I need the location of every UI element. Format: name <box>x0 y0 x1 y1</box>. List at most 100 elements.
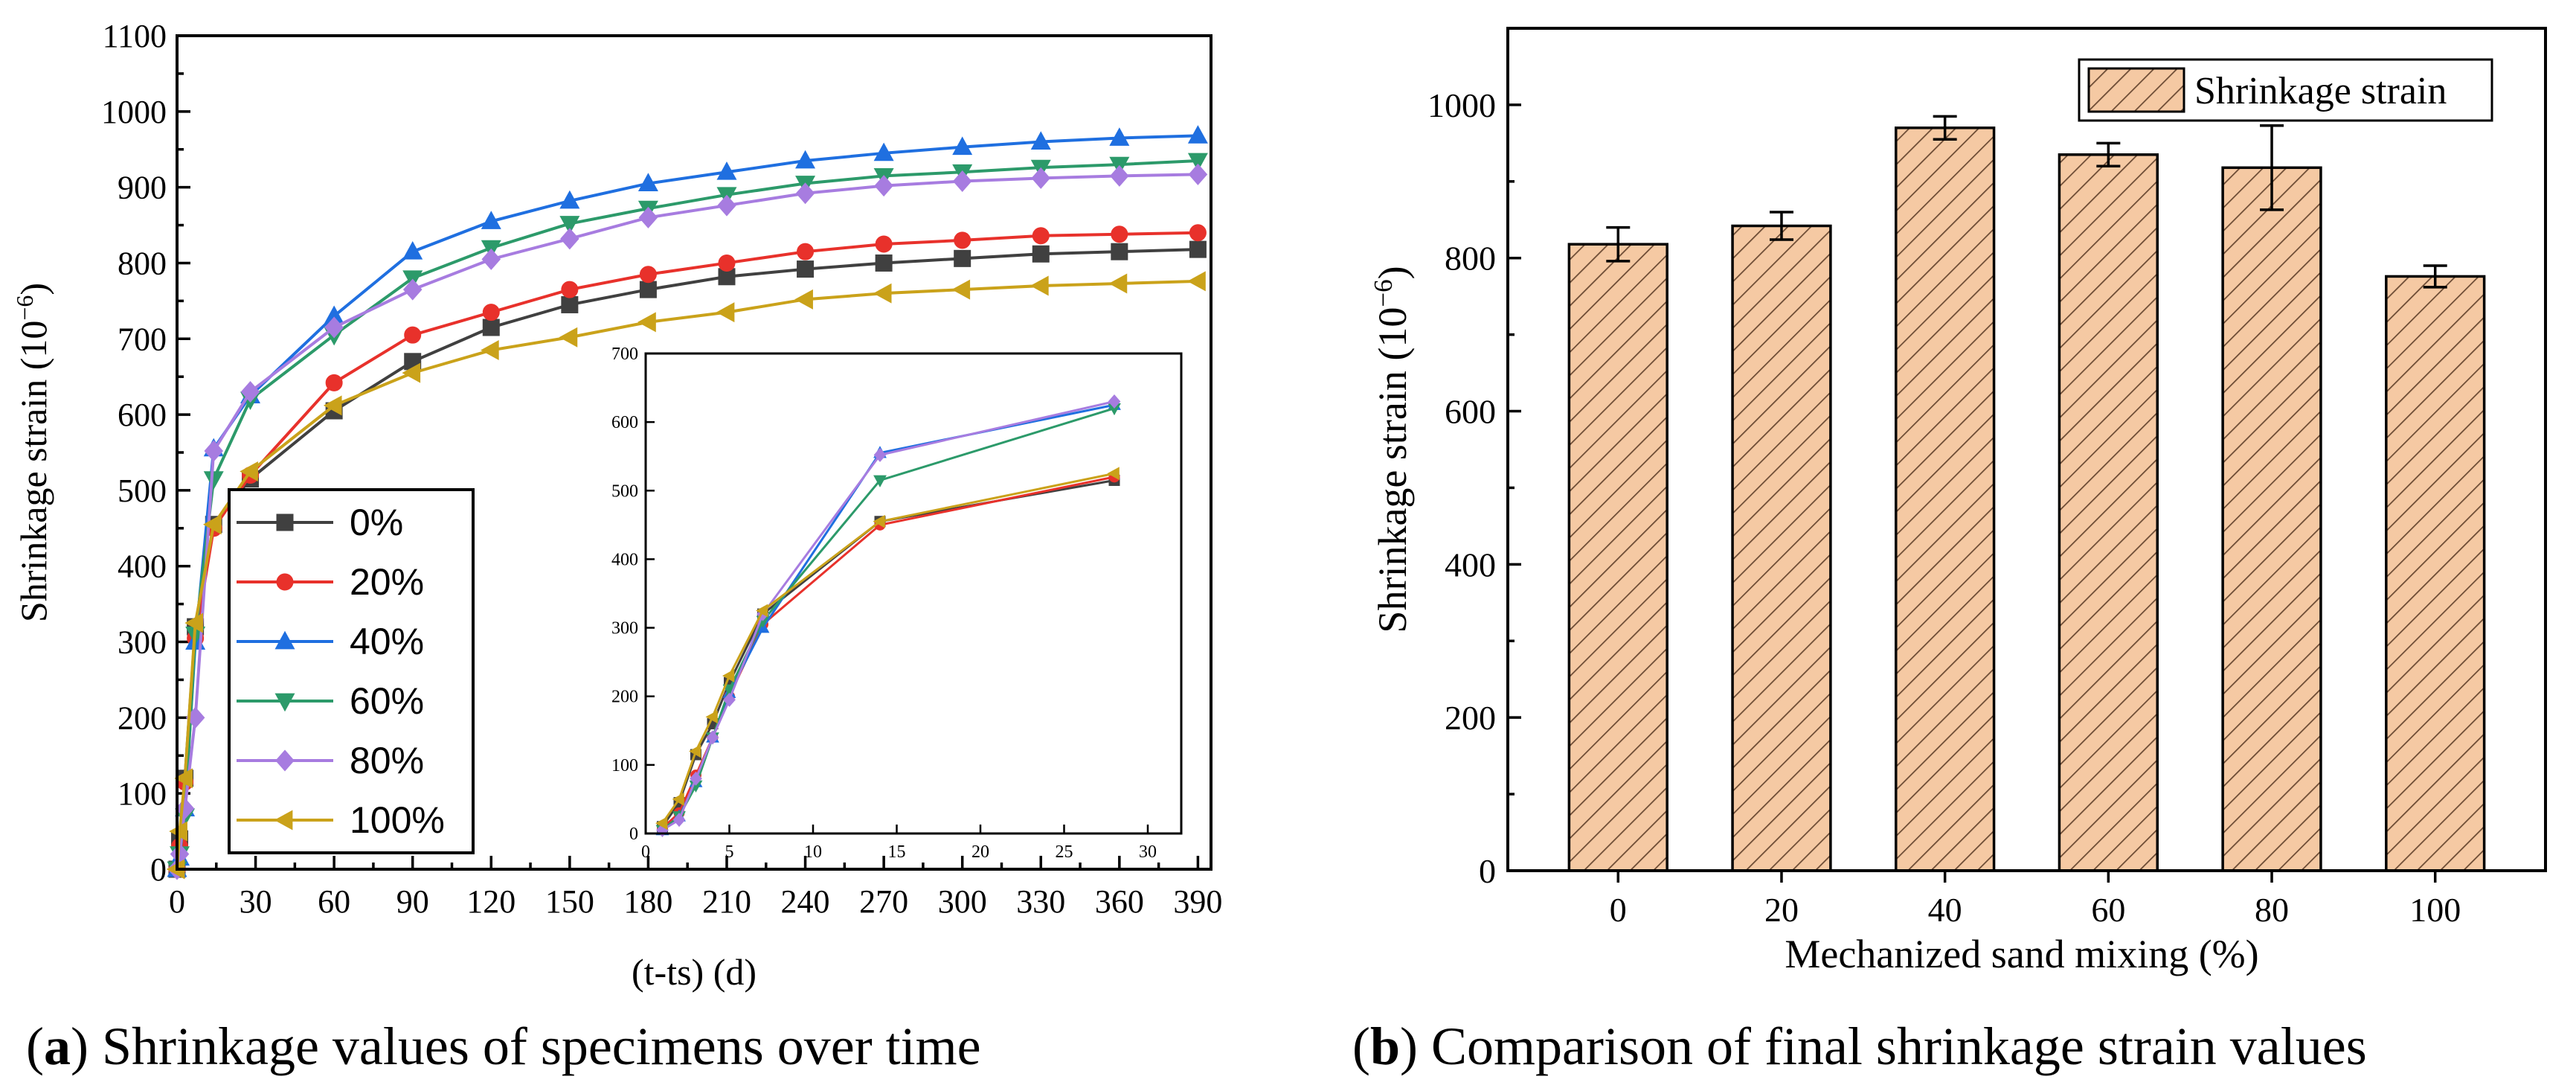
panel-a-x-tick-label: 270 <box>859 883 908 920</box>
panel-a-y-tick-label: 200 <box>118 700 167 736</box>
inset-x-tick-label: 0 <box>641 842 650 862</box>
data-point <box>1031 167 1051 189</box>
data-point <box>240 461 258 481</box>
inset-y-tick-label: 700 <box>611 345 638 364</box>
data-point <box>203 514 222 535</box>
data-point <box>637 173 658 191</box>
legend-item-20pct: 20% <box>237 561 424 603</box>
data-point <box>1189 240 1207 258</box>
panel-a-x-tick-label: 240 <box>781 883 830 920</box>
panel-a-y-axis-label: Shrinkage strain (10−6) <box>11 283 54 622</box>
panel-a-x-tick-label: 90 <box>396 883 429 920</box>
data-point <box>718 254 736 272</box>
panel-b-y-tick-label: 800 <box>1445 240 1496 278</box>
bar-20 <box>1731 224 1832 872</box>
series-line <box>176 279 1198 870</box>
data-point <box>324 316 344 339</box>
data-point <box>1187 271 1206 292</box>
data-point <box>325 374 343 391</box>
series-line <box>176 173 1198 870</box>
legend-item-80pct: 80% <box>237 740 424 781</box>
data-point <box>203 471 224 490</box>
data-point <box>874 175 893 197</box>
panel-b-x-tick-label: 80 <box>2255 891 2289 929</box>
inset-data-point <box>655 816 668 831</box>
panel-b-legend: Shrinkage strain <box>2078 58 2493 122</box>
panel-a-y-tick-label: 100 <box>118 775 167 812</box>
inset-x-tick-label: 20 <box>971 842 989 862</box>
data-point <box>404 326 422 344</box>
panel-b-y-axis-label: Shrinkage strain (10−6) <box>1369 266 1416 633</box>
legend-item-60pct: 60% <box>237 680 424 722</box>
panel-a-x-tick-label: 0 <box>169 883 185 920</box>
data-point <box>639 281 657 298</box>
panel-b-x-tick-label: 40 <box>1928 891 1962 929</box>
data-point <box>717 194 736 217</box>
legend-item-40pct: 40% <box>237 621 424 662</box>
panel-a-x-tick-label: 390 <box>1173 883 1222 920</box>
panel-b-x-axis-label: Mechanized sand mixing (%) <box>1785 932 2258 976</box>
panel-a-line-chart: 0 30 60 90 120 150 180 210 240 270 300 330 360 390 01… <box>11 18 1222 1076</box>
panel-b-y-tick-label: 600 <box>1445 393 1496 431</box>
inset-y-tick-label: 0 <box>629 825 638 844</box>
error-bar-80 <box>2260 124 2284 211</box>
panel-a-y-tick-label: 800 <box>118 245 167 281</box>
legend-label: 60% <box>350 680 424 722</box>
inset-data-point <box>672 793 684 806</box>
legend-marker <box>275 749 295 772</box>
panel-a-x-tick-label: 30 <box>240 883 272 920</box>
legend-label: 0% <box>350 502 403 543</box>
inset-data-point <box>1108 394 1121 409</box>
data-point <box>637 312 656 333</box>
data-point <box>402 240 423 260</box>
legend-marker <box>276 513 294 531</box>
bar-0 <box>1567 243 1668 872</box>
data-point <box>174 768 193 789</box>
data-point <box>1188 163 1208 185</box>
data-point <box>951 279 971 300</box>
inset-series-line <box>661 472 1115 825</box>
data-point <box>1187 125 1208 144</box>
data-point <box>1110 164 1129 187</box>
panel-a-y-tick-label: 400 <box>118 548 167 585</box>
panel-b-y-tick-label: 200 <box>1445 699 1496 737</box>
data-point <box>323 395 342 416</box>
panel-a-x-tick-label: 150 <box>545 883 594 920</box>
error-bar-100 <box>2423 264 2447 289</box>
data-point <box>954 231 971 249</box>
panel-a-x-tick-label: 330 <box>1016 883 1065 920</box>
series-80pct <box>167 163 1208 880</box>
inset-data-point <box>722 669 735 682</box>
data-point <box>559 216 580 234</box>
bar-60 <box>2058 153 2159 872</box>
panel-a-x-tick-label: 180 <box>623 883 672 920</box>
data-point <box>481 211 501 229</box>
inset-data-point <box>873 475 887 487</box>
inset-y-tick-label: 500 <box>611 481 638 501</box>
data-point <box>873 142 894 161</box>
panel-a-inset-chart: 0 5 10 15 20 25 30 0 100 200 300 400 500 600 700 <box>608 345 1183 862</box>
panel-a-y-tick-label: 300 <box>118 624 167 661</box>
inset-data-point <box>873 514 885 528</box>
data-point <box>1111 243 1128 260</box>
data-point <box>204 440 224 462</box>
data-point <box>482 304 500 321</box>
data-point <box>797 243 815 260</box>
data-point <box>716 302 735 323</box>
panel-a-y-tick-label: 0 <box>150 851 167 888</box>
legend-marker <box>274 693 295 712</box>
inset-y-tick-label: 100 <box>611 756 638 775</box>
inset-data-point <box>1107 467 1120 481</box>
error-bar-60 <box>2096 141 2121 167</box>
data-point <box>184 612 204 633</box>
panel-b-x-tick-label: 60 <box>2091 891 2125 929</box>
data-point <box>875 235 893 253</box>
inset-data-point <box>756 604 768 618</box>
inset-data-point <box>723 692 736 707</box>
panel-b-y-tick-label: 0 <box>1479 852 1496 890</box>
data-point <box>481 248 501 270</box>
series-100pct <box>166 271 1206 880</box>
data-point <box>952 170 972 192</box>
legend-label: 100% <box>350 799 445 841</box>
error-bar-20 <box>1769 211 1793 241</box>
